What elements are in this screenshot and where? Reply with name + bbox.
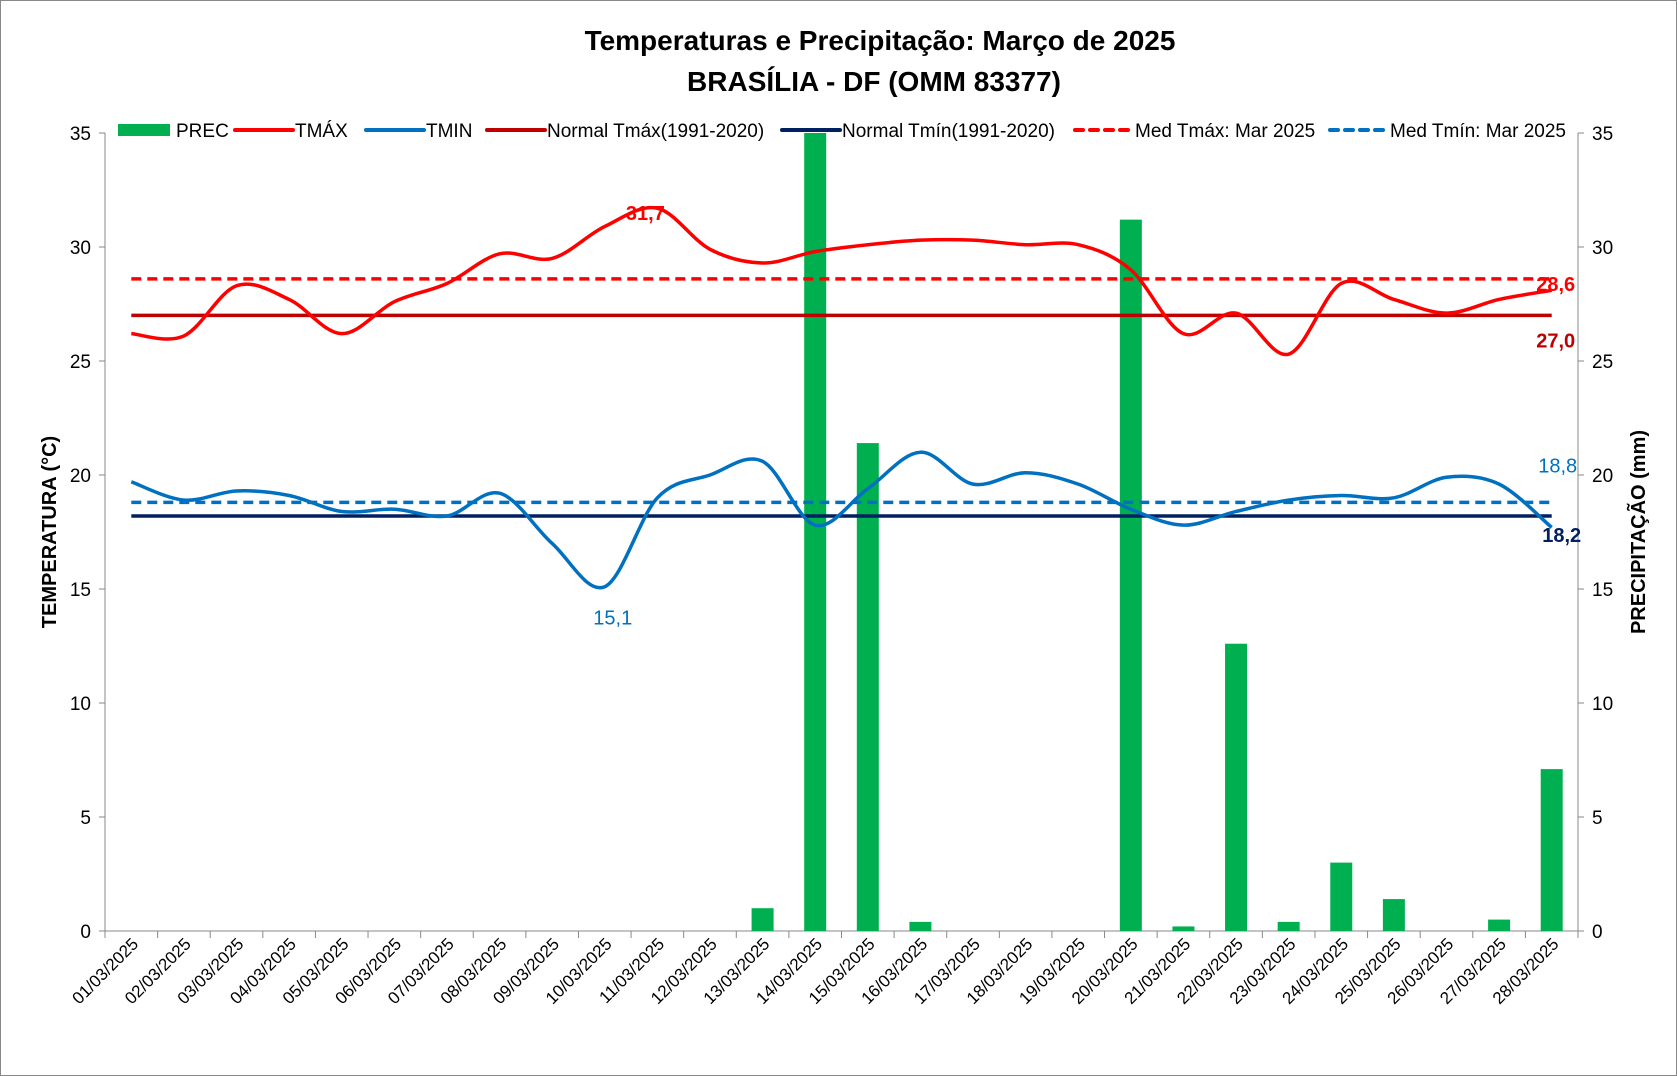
legend-label: Normal Tmáx(1991-2020)	[547, 121, 764, 142]
y-tick-label: 30	[70, 238, 91, 259]
prec-bar	[751, 908, 774, 931]
tmax-line	[131, 205, 1552, 357]
data-label: 15,1	[593, 608, 632, 630]
data-label: 27,0	[1536, 330, 1575, 352]
y-tick-label: 25	[70, 352, 91, 373]
legend-label: Normal Tmín(1991-2020)	[842, 121, 1055, 142]
data-label: 31,7	[626, 203, 665, 225]
chart-title: Temperaturas e Precipitação: Março de 20…	[585, 25, 1176, 56]
legend-swatch	[118, 124, 170, 136]
y2-tick-label: 0	[1592, 922, 1603, 943]
prec-bar	[804, 133, 827, 931]
y-tick-label: 0	[80, 922, 91, 943]
y2-tick-label: 10	[1592, 694, 1613, 715]
y2-tick-label: 5	[1592, 808, 1603, 829]
prec-bar	[909, 921, 932, 931]
data-label: 18,8	[1538, 455, 1577, 477]
y-axis-label: TEMPERATURA (°C)	[39, 436, 61, 628]
tmin-line	[130, 450, 1553, 590]
prec-bar	[1172, 926, 1195, 931]
y-tick-label: 10	[70, 694, 91, 715]
legend-label: Med Tmáx: Mar 2025	[1135, 121, 1315, 142]
data-label: 18,2	[1542, 525, 1581, 547]
y-tick-label: 20	[70, 466, 91, 487]
y2-tick-label: 20	[1592, 466, 1613, 487]
prec-bar	[1540, 769, 1563, 931]
y2-tick-label: 30	[1592, 238, 1613, 259]
y2-tick-label: 25	[1592, 352, 1613, 373]
y2-axis-label: PRECIPITAÇÃO (mm)	[1627, 430, 1650, 634]
y-tick-label: 35	[70, 124, 91, 145]
prec-bar	[1382, 899, 1405, 931]
chart-subtitle: BRASÍLIA - DF (OMM 83377)	[687, 66, 1061, 97]
y-tick-label: 15	[70, 580, 91, 601]
legend-label: Med Tmín: Mar 2025	[1390, 121, 1566, 142]
y2-tick-label: 15	[1592, 580, 1613, 601]
prec-bar	[1330, 862, 1353, 931]
y2-tick-label: 35	[1592, 124, 1613, 145]
legend-label: TMÁX	[295, 121, 348, 142]
legend-label: PREC	[176, 121, 229, 142]
prec-bar	[856, 443, 879, 931]
y-tick-label: 5	[80, 808, 91, 829]
data-label: 28,6	[1536, 274, 1575, 296]
prec-bar	[1119, 219, 1142, 931]
prec-bar	[1488, 919, 1511, 931]
prec-bar	[1277, 921, 1300, 931]
prec-bar	[1225, 643, 1248, 931]
legend-label: TMIN	[426, 121, 472, 142]
